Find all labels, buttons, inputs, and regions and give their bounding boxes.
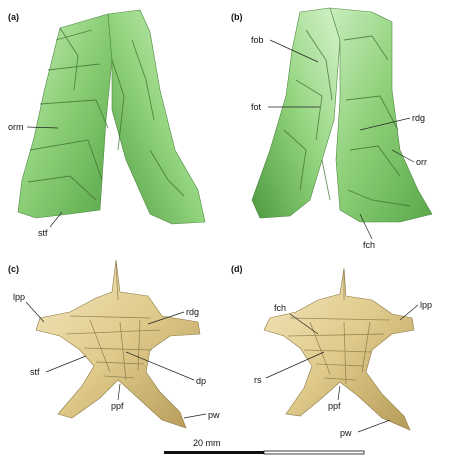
label-rdg-b: rdg xyxy=(412,113,425,123)
scale-bar: 20 mm xyxy=(164,438,365,455)
label-fob-b: fob xyxy=(251,35,264,45)
panel-c-label: (c) xyxy=(8,264,19,274)
scale-bar-segment-dark xyxy=(164,451,264,454)
label-stf-c: stf xyxy=(30,367,40,377)
label-pw-d: pw xyxy=(340,428,352,438)
panel-d-specimen xyxy=(263,267,415,431)
label-dp-c: dp xyxy=(196,376,206,386)
leader-dp-c xyxy=(125,351,195,381)
leader-pw-c xyxy=(183,413,207,419)
leader-fch-d xyxy=(289,313,319,335)
leader-stf-c xyxy=(45,355,87,373)
label-stf-a: stf xyxy=(38,228,48,238)
label-lpp-d: lpp xyxy=(420,300,432,310)
leader-orm-a xyxy=(26,126,59,129)
panel-b: (b) fob fot rdg orr fch xyxy=(231,7,433,250)
panel-c-specimen xyxy=(35,259,201,429)
leader-ppf-d xyxy=(337,385,341,401)
label-lpp-c: lpp xyxy=(13,292,25,302)
label-ppf-d: ppf xyxy=(328,401,341,411)
label-pw-c: pw xyxy=(208,410,220,420)
label-rs-d: rs xyxy=(254,375,262,385)
scale-bar-label: 20 mm xyxy=(193,438,221,448)
leader-orr-b xyxy=(391,149,415,163)
leader-pw-d xyxy=(357,419,391,433)
leader-lpp-c xyxy=(25,301,45,323)
leader-lpp-d xyxy=(399,304,419,321)
panel-a-label: (a) xyxy=(8,12,19,22)
scale-bar-segment-light xyxy=(263,450,365,455)
leader-rdg-b xyxy=(359,117,411,131)
leader-fob-b xyxy=(269,39,319,63)
label-orr-b: orr xyxy=(416,157,427,167)
panel-b-label: (b) xyxy=(231,12,243,22)
leader-ppf-c xyxy=(117,383,121,401)
label-rdg-c: rdg xyxy=(186,307,199,317)
panel-b-specimen xyxy=(251,7,433,223)
label-ppf-c: ppf xyxy=(111,401,124,411)
label-orm-a: orm xyxy=(8,122,24,132)
label-fch-b: fch xyxy=(363,240,375,250)
leader-fch-b xyxy=(359,213,373,240)
panel-a-specimen xyxy=(17,9,206,225)
panel-c: (c) lpp rdg stf dp ppf pw xyxy=(8,259,220,429)
panel-d: (d) fch lpp rs ppf pw xyxy=(231,264,432,438)
leader-rs-d xyxy=(265,351,325,379)
panel-a: (a) orm stf xyxy=(8,9,206,238)
leader-stf-a xyxy=(49,211,63,228)
panel-d-label: (d) xyxy=(231,264,243,274)
label-fch-d: fch xyxy=(274,303,286,313)
label-fot-b: fot xyxy=(251,102,262,112)
leader-rdg-c xyxy=(147,311,185,325)
